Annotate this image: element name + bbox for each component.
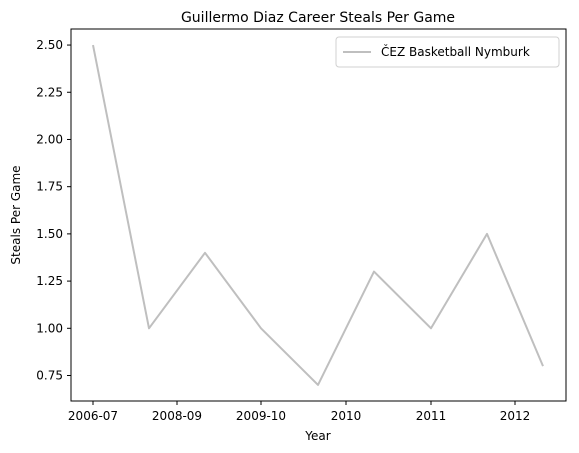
- x-tick-label: 2006-07: [68, 409, 118, 423]
- chart-title: Guillermo Diaz Career Steals Per Game: [181, 10, 455, 26]
- x-tick-label: 2010: [331, 409, 362, 423]
- x-tick-label: 2009-10: [236, 409, 286, 423]
- x-tick-label: 2011: [416, 409, 447, 423]
- legend-label: ČEZ Basketball Nymburk: [381, 44, 530, 59]
- legend: ČEZ Basketball Nymburk: [336, 37, 559, 67]
- y-tick-label: 1.00: [36, 321, 63, 335]
- series-layer: [93, 45, 543, 385]
- x-tick-label: 2012: [500, 409, 531, 423]
- plot-area: [71, 29, 566, 401]
- y-axis: 0.75 1.00 1.25 1.50 1.75 2.00 2.25 2.50: [36, 38, 71, 382]
- x-axis-title: Year: [304, 429, 330, 443]
- y-tick-label: 2.00: [36, 132, 63, 146]
- y-tick-label: 1.25: [36, 274, 63, 288]
- y-tick-label: 1.75: [36, 180, 63, 194]
- y-tick-label: 0.75: [36, 369, 63, 383]
- y-tick-label: 2.50: [36, 38, 63, 52]
- y-tick-label: 1.50: [36, 227, 63, 241]
- y-tick-label: 2.25: [36, 85, 63, 99]
- x-tick-label: 2008-09: [152, 409, 202, 423]
- y-axis-title: Steals Per Game: [9, 165, 23, 264]
- series-line: [93, 45, 543, 385]
- x-axis: 2006-07 2008-09 2009-10 2010 2011 2012: [68, 401, 530, 423]
